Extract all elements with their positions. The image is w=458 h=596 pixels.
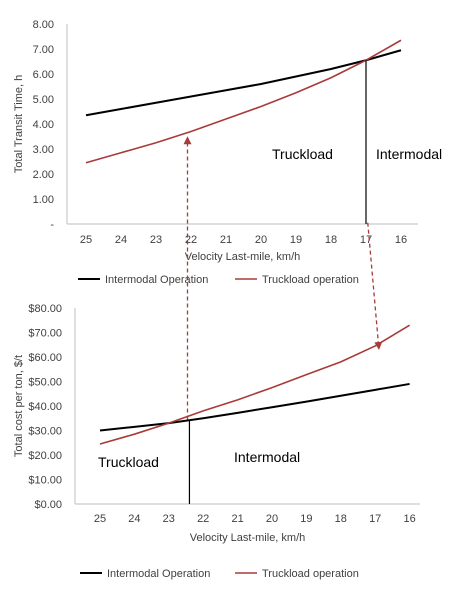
intermodal-region-label: Intermodal bbox=[376, 146, 442, 162]
transit-time-chart: - 1.00 2.00 3.00 4.00 5.00 6.00 7.00 8.00 25 24 23 2… bbox=[13, 19, 442, 286]
x-tick-label: 17 bbox=[369, 513, 381, 525]
y-tick-label: 2.00 bbox=[33, 169, 54, 181]
y-tick-label: 6.00 bbox=[33, 69, 54, 81]
y-tick-label: 1.00 bbox=[33, 194, 54, 206]
x-tick-label: 18 bbox=[325, 234, 337, 246]
x-tick-label: 23 bbox=[150, 234, 162, 246]
intermodal-region-label: Intermodal bbox=[234, 449, 300, 465]
x-tick-label: 22 bbox=[185, 234, 197, 246]
x-tick-label: 18 bbox=[335, 513, 347, 525]
x-tick-label: 16 bbox=[395, 234, 407, 246]
x-tick-label: 25 bbox=[80, 234, 92, 246]
truckload-region-label: Truckload bbox=[98, 454, 159, 470]
y-tick-label: 5.00 bbox=[33, 94, 54, 106]
x-axis-title: Velocity Last-mile, km/h bbox=[190, 532, 306, 544]
y-tick-label: - bbox=[50, 219, 54, 231]
cost-per-ton-chart: $0.00 $10.00 $20.00 $30.00 $40.00 $50.00 $60.0… bbox=[13, 303, 420, 580]
y-tick-label: $60.00 bbox=[28, 352, 62, 364]
x-tick-label: 25 bbox=[94, 513, 106, 525]
comparison-arrows bbox=[183, 136, 383, 420]
legend-entry: Truckload operation bbox=[262, 274, 359, 286]
series-line bbox=[99, 382, 410, 432]
x-tick-label: 20 bbox=[255, 234, 267, 246]
y-tick-label: $0.00 bbox=[34, 499, 62, 511]
x-axis-title: Velocity Last-mile, km/h bbox=[185, 251, 301, 263]
y-axis-title: Total Transit Time, h bbox=[13, 75, 25, 173]
x-tick-label: 22 bbox=[197, 513, 209, 525]
x-tick-label: 19 bbox=[300, 513, 312, 525]
x-tick-label: 16 bbox=[403, 513, 415, 525]
series-line bbox=[85, 39, 402, 164]
x-tick-label: 19 bbox=[290, 234, 302, 246]
y-tick-label: 7.00 bbox=[33, 44, 54, 56]
y-tick-label: $70.00 bbox=[28, 328, 62, 340]
series-line bbox=[99, 324, 411, 445]
y-axis-title: Total cost per ton, $/t bbox=[13, 355, 25, 457]
y-tick-label: 8.00 bbox=[33, 19, 54, 31]
y-tick-label: $50.00 bbox=[28, 377, 62, 389]
y-tick-label: $80.00 bbox=[28, 303, 62, 315]
x-tick-label: 24 bbox=[115, 234, 127, 246]
legend-entry: Intermodal Operation bbox=[105, 274, 208, 286]
y-tick-label: $10.00 bbox=[28, 475, 62, 487]
y-tick-label: 4.00 bbox=[33, 119, 54, 131]
y-tick-label: $40.00 bbox=[28, 401, 62, 413]
y-tick-label: $30.00 bbox=[28, 426, 62, 438]
x-tick-label: 21 bbox=[220, 234, 232, 246]
legend-entry: Intermodal Operation bbox=[107, 568, 210, 580]
x-tick-label: 20 bbox=[266, 513, 278, 525]
x-tick-label: 23 bbox=[163, 513, 175, 525]
x-tick-label: 21 bbox=[231, 513, 243, 525]
series-line bbox=[85, 49, 402, 117]
y-tick-label: $20.00 bbox=[28, 450, 62, 462]
x-tick-label: 24 bbox=[128, 513, 140, 525]
legend-entry: Truckload operation bbox=[262, 568, 359, 580]
truckload-region-label: Truckload bbox=[272, 146, 333, 162]
y-tick-label: 3.00 bbox=[33, 144, 54, 156]
